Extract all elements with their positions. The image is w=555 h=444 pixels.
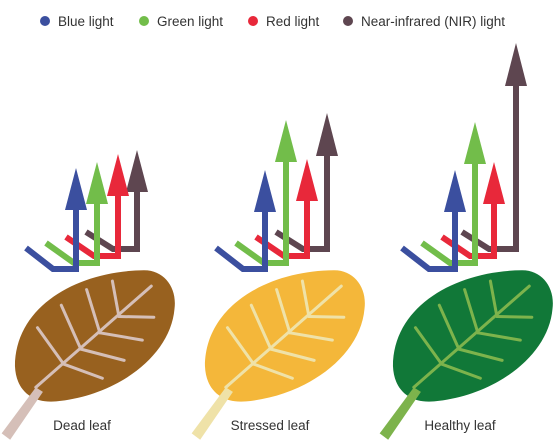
- stressed-blue-arrow: [214, 170, 276, 272]
- healthy-blue-arrow: [400, 170, 466, 272]
- healthy-leaf: [377, 261, 555, 440]
- stressed-leaf-label: Stressed leaf: [230, 418, 310, 433]
- stressed-nir-arrow: [274, 113, 338, 252]
- stressed-leaf-arrows: [214, 113, 338, 272]
- dead-leaf: [0, 261, 191, 440]
- stressed-green-arrow: [234, 120, 297, 266]
- stressed-red-arrow: [254, 159, 318, 259]
- legend-item-green: Green light: [139, 12, 223, 30]
- dead-blue-arrow: [24, 168, 87, 272]
- red-dot-icon: [248, 16, 258, 26]
- dead-red-arrow: [64, 154, 129, 259]
- legend-item-nir: Near-infrared (NIR) light: [343, 12, 505, 30]
- healthy-green-arrow: [420, 122, 486, 266]
- stressed-leaf: [189, 261, 381, 440]
- legend-label-green: Green light: [157, 13, 224, 29]
- dead-leaf-label: Dead leaf: [53, 418, 111, 433]
- nir-dot-icon: [343, 16, 353, 26]
- green-dot-icon: [139, 16, 149, 26]
- legend-label-nir: Near-infrared (NIR) light: [361, 13, 506, 29]
- blue-dot-icon: [40, 16, 50, 26]
- legend-label-blue: Blue light: [58, 13, 114, 29]
- dead-green-arrow: [44, 162, 108, 266]
- dead-leaf-arrows: [24, 150, 148, 272]
- legend-item-red: Red light: [248, 12, 319, 30]
- legend: Blue light Green light Red light Near-in…: [0, 0, 555, 40]
- healthy-leaf-arrows: [400, 43, 527, 272]
- legend-item-blue: Blue light: [40, 12, 114, 30]
- legend-label-red: Red light: [266, 13, 320, 29]
- healthy-leaf-label: Healthy leaf: [424, 418, 496, 433]
